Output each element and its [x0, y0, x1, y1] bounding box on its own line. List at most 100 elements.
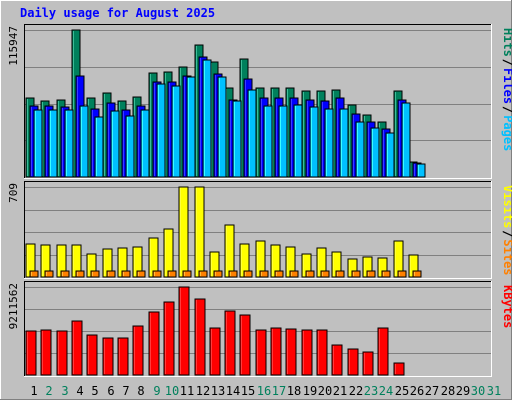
x-tick-label-day-11: 11 — [180, 384, 194, 398]
bar-pages-day-25 — [401, 102, 411, 178]
bar-sites-day-1 — [29, 270, 39, 278]
series-pages — [33, 59, 426, 178]
bar-pages-day-5 — [94, 116, 104, 178]
legend-hits: Hits — [501, 28, 512, 57]
bar-pages-day-16 — [263, 105, 273, 178]
bar-pages-day-1 — [33, 109, 43, 178]
x-tick-label-day-7: 7 — [122, 384, 129, 398]
bar-sites-day-18 — [289, 270, 299, 278]
bar-sites-day-12 — [198, 270, 208, 278]
x-tick-label-day-9: 9 — [153, 384, 160, 398]
y-axis-max-label: 9211562 — [7, 283, 20, 329]
bar-kbytes-day-10 — [163, 301, 175, 376]
bar-pages-day-4 — [79, 105, 89, 178]
bar-kbytes-day-8 — [132, 325, 144, 376]
series-kbytes — [25, 286, 405, 376]
bar-sites-day-20 — [320, 270, 330, 278]
bar-sites-day-24 — [381, 270, 391, 278]
x-tick-label-day-12: 12 — [196, 384, 210, 398]
bar-pages-day-6 — [110, 110, 120, 178]
x-tick-label-day-31: 31 — [487, 384, 501, 398]
bar-kbytes-day-11 — [178, 286, 190, 376]
x-tick-label-day-26: 26 — [410, 384, 424, 398]
legend-visits: Visits — [501, 185, 512, 228]
x-tick-label-day-13: 13 — [211, 384, 225, 398]
bar-sites-day-8 — [136, 270, 146, 278]
bar-pages-day-8 — [140, 109, 150, 178]
bar-pages-day-24 — [385, 132, 395, 178]
bar-sites-day-2 — [44, 270, 54, 278]
bar-sites-day-19 — [305, 270, 315, 278]
bar-sites-day-11 — [182, 270, 192, 278]
x-tick-label-day-21: 21 — [333, 384, 347, 398]
bar-kbytes-day-3 — [56, 330, 68, 376]
legend-kbytes: KBytes — [501, 285, 512, 328]
bar-kbytes-day-4 — [71, 320, 83, 376]
x-tick-label-day-17: 17 — [272, 384, 286, 398]
bar-kbytes-day-23 — [362, 351, 374, 376]
bar-sites-day-26 — [412, 270, 422, 278]
bar-sites-day-17 — [274, 270, 284, 278]
bar-kbytes-day-22 — [347, 348, 359, 376]
bar-kbytes-day-2 — [40, 329, 52, 376]
x-tick-label-day-4: 4 — [76, 384, 83, 398]
bar-kbytes-day-18 — [285, 328, 297, 376]
bar-kbytes-day-21 — [331, 344, 343, 376]
bar-kbytes-day-7 — [117, 337, 129, 376]
bar-pages-day-22 — [355, 121, 365, 178]
x-axis-day-labels: 1 2 3 4 5 6 7 8 9 10 11 12 13 14 15 16 17 18 19 20 21 22 23 24 2… — [30, 384, 501, 398]
bar-kbytes-day-6 — [102, 337, 114, 376]
legend-panel-1: Hits / Files / Pages — [501, 28, 512, 151]
bar-pages-day-2 — [48, 109, 58, 178]
bar-pages-day-12 — [202, 59, 212, 178]
legend-panel-2: Visits / Sites — [501, 185, 512, 276]
x-tick-label-day-5: 5 — [91, 384, 98, 398]
bar-sites-day-16 — [259, 270, 269, 278]
bar-pages-day-21 — [339, 108, 349, 178]
x-tick-label-day-15: 15 — [241, 384, 255, 398]
bar-pages-day-26 — [416, 163, 426, 178]
bar-sites-day-22 — [351, 270, 361, 278]
chart-title: Daily usage for August 2025 — [20, 6, 215, 20]
bar-kbytes-day-9 — [148, 311, 160, 376]
bar-sites-day-14 — [228, 270, 238, 278]
bar-pages-day-7 — [125, 115, 135, 178]
bar-sites-day-6 — [106, 270, 116, 278]
bar-pages-day-19 — [309, 106, 319, 178]
x-tick-label-day-24: 24 — [379, 384, 393, 398]
y-axis-max-label: 115947 — [7, 26, 20, 66]
bar-sites-day-7 — [121, 270, 131, 278]
bar-sites-day-21 — [335, 270, 345, 278]
bar-kbytes-day-5 — [86, 334, 98, 376]
bar-pages-day-15 — [247, 89, 257, 178]
panel-1: 115947 Hits / Files / Pages — [7, 24, 512, 179]
bar-kbytes-day-17 — [270, 327, 282, 376]
x-tick-label-day-29: 29 — [456, 384, 470, 398]
x-tick-label-day-30: 30 — [471, 384, 485, 398]
bar-pages-day-17 — [278, 105, 288, 178]
x-tick-label-day-28: 28 — [441, 384, 455, 398]
x-tick-label-day-16: 16 — [257, 384, 271, 398]
panel-3: 9211562 KBytes — [7, 281, 512, 377]
y-axis-max-label: 709 — [7, 183, 20, 203]
bar-kbytes-day-1 — [25, 330, 37, 376]
bar-pages-day-14 — [232, 100, 242, 178]
bar-pages-day-13 — [217, 76, 227, 178]
bar-sites-day-13 — [213, 270, 223, 278]
x-tick-label-day-2: 2 — [45, 384, 52, 398]
legend-panel-3: KBytes — [501, 285, 512, 328]
x-tick-label-day-27: 27 — [425, 384, 439, 398]
series-sites — [29, 270, 422, 278]
legend-separator: / — [501, 59, 512, 66]
legend-separator: / — [501, 230, 512, 237]
x-tick-label-day-19: 19 — [303, 384, 317, 398]
legend-separator: / — [501, 106, 512, 113]
bar-kbytes-day-20 — [316, 329, 328, 376]
bar-sites-day-9 — [152, 270, 162, 278]
x-tick-label-day-25: 25 — [395, 384, 409, 398]
x-tick-label-day-14: 14 — [226, 384, 240, 398]
bar-pages-day-23 — [370, 127, 380, 178]
x-tick-label-day-8: 8 — [137, 384, 144, 398]
bar-sites-day-23 — [366, 270, 376, 278]
